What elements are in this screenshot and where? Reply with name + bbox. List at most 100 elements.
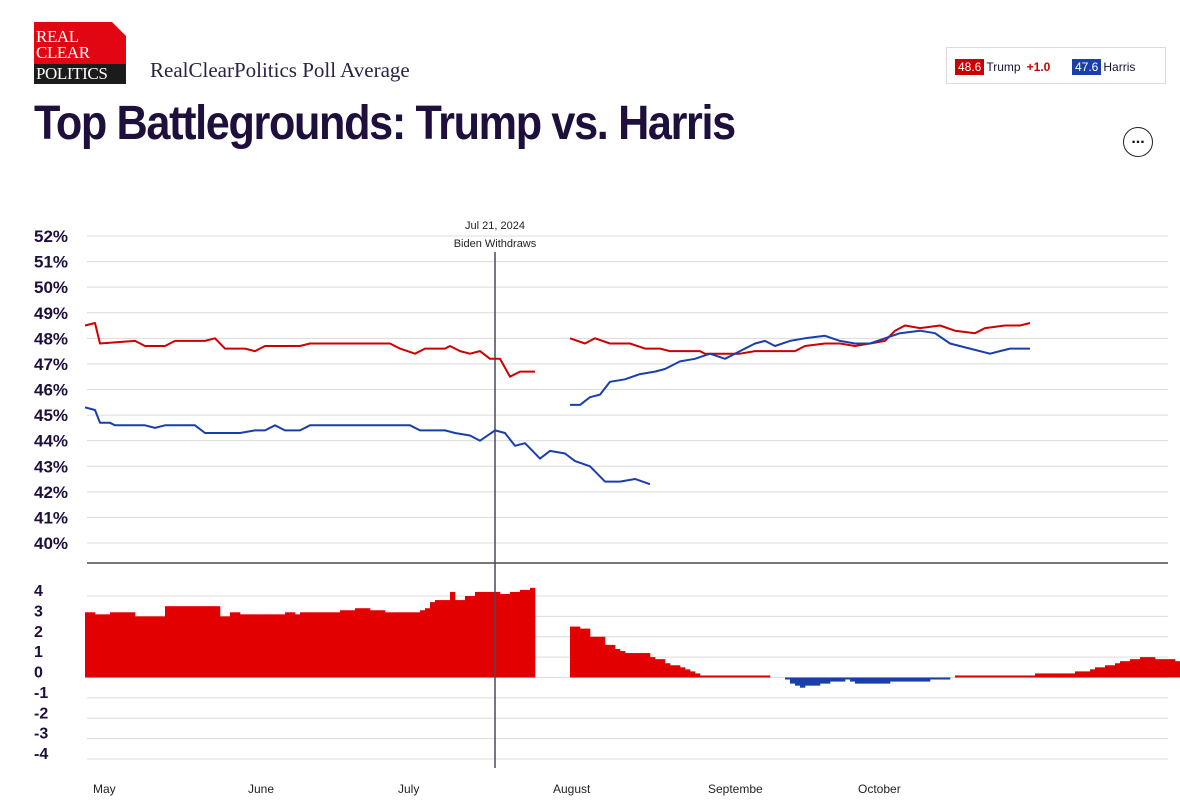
rcp-logo[interactable]: REAL CLEAR POLITICS <box>34 22 126 84</box>
spread-bar <box>815 677 821 686</box>
spread-bar <box>615 648 621 678</box>
spread-bar <box>1065 673 1071 678</box>
spread-bar <box>765 675 771 678</box>
legend-box: 48.6 Trump +1.0 47.6 Harris <box>946 47 1166 84</box>
spread-bar <box>285 612 291 678</box>
logo-text-politics: POLITICS <box>34 64 126 84</box>
spread-bar <box>350 610 356 678</box>
spread-bar <box>995 675 1001 678</box>
spread-bar <box>200 606 206 678</box>
y-tick-label: 51% <box>34 253 68 272</box>
x-tick-label: July <box>398 782 419 796</box>
spread-bar <box>680 667 686 678</box>
spread-bar <box>305 612 311 678</box>
spread-bar <box>345 610 351 678</box>
y-tick-label: 45% <box>34 406 68 425</box>
spread-bar <box>1150 657 1156 678</box>
spread-bar <box>915 677 921 682</box>
spread-bar <box>820 677 826 684</box>
spread-bar <box>415 612 421 678</box>
spread-bar <box>825 677 831 684</box>
spread-y-tick-label: 4 <box>34 583 43 600</box>
x-tick-label: Septembe <box>708 782 763 796</box>
spread-bar <box>875 677 881 684</box>
spread-bar <box>840 677 846 682</box>
spread-bar <box>1140 657 1146 678</box>
spread-bar <box>885 677 891 684</box>
spread-bar <box>855 677 861 684</box>
spread-bar <box>180 606 186 678</box>
spread-bar <box>110 612 116 678</box>
spread-bar <box>655 659 661 678</box>
spread-bar <box>1165 659 1171 678</box>
spread-bar <box>255 614 261 678</box>
spread-bar <box>400 612 406 678</box>
spread-bar <box>485 591 491 678</box>
spread-bar <box>125 612 131 678</box>
spread-bar <box>1055 673 1061 678</box>
spread-bar <box>830 677 836 682</box>
y-tick-label: 49% <box>34 304 68 323</box>
spread-bar <box>705 675 711 678</box>
spread-bar <box>430 602 436 678</box>
spread-bar <box>380 610 386 678</box>
spread-bar <box>215 606 221 678</box>
y-tick-label: 40% <box>34 534 68 553</box>
spread-bar <box>880 677 886 684</box>
y-tick-label: 46% <box>34 381 68 400</box>
event-annotation-date: Jul 21, 2024 <box>465 220 525 232</box>
spread-bar <box>720 675 726 678</box>
spread-bar <box>610 644 616 678</box>
logo-text-clear: CLEAR <box>36 43 90 62</box>
legend-trump-value: 48.6 <box>955 59 985 75</box>
spread-bar <box>365 608 371 678</box>
spread-bar <box>170 606 176 678</box>
spread-bar <box>695 673 701 678</box>
spread-bar <box>1115 663 1121 678</box>
spread-bar <box>1145 657 1151 678</box>
series-line-trump <box>84 322 535 378</box>
spread-bar <box>925 677 931 682</box>
spread-bar <box>500 593 506 678</box>
spread-bar <box>790 677 796 684</box>
spread-bar <box>865 677 871 684</box>
spread-bar <box>375 610 381 678</box>
spread-bar <box>900 677 906 682</box>
spread-bar <box>1045 673 1051 678</box>
spread-bar <box>700 675 706 678</box>
legend-harris-value: 47.6 <box>1072 59 1102 75</box>
spread-bar <box>520 589 526 678</box>
legend-trump-spread: +1.0 <box>1026 60 1051 74</box>
spread-bar <box>90 612 96 678</box>
spread-y-tick-label: -4 <box>34 746 48 763</box>
spread-bar <box>1090 669 1096 678</box>
y-tick-label: 48% <box>34 329 68 348</box>
legend-harris-name: Harris <box>1103 60 1136 74</box>
spread-bar <box>480 591 486 678</box>
spread-bar <box>860 677 866 684</box>
spread-bar <box>1170 659 1176 678</box>
spread-y-tick-label: 1 <box>34 644 43 661</box>
spread-bar <box>525 589 531 678</box>
spread-bar <box>1175 661 1180 678</box>
site-title: RealClearPolitics Poll Average <box>150 58 410 82</box>
spread-bar <box>295 614 301 678</box>
spread-bar <box>595 636 601 678</box>
spread-bar <box>470 596 476 678</box>
spread-bar <box>980 675 986 678</box>
x-tick-label: June <box>248 782 274 796</box>
spread-bar <box>505 593 511 678</box>
spread-bar <box>890 677 896 682</box>
more-options-button[interactable]: ... <box>1123 127 1153 157</box>
spread-bar <box>1130 659 1136 678</box>
spread-bar <box>155 616 161 678</box>
spread-bar <box>360 608 366 678</box>
spread-bar <box>300 612 306 678</box>
spread-bar <box>460 600 466 678</box>
spread-bar <box>785 677 791 680</box>
spread-bar <box>1110 665 1116 678</box>
logo-text-real: REAL <box>36 27 79 46</box>
spread-bar <box>435 600 441 678</box>
spread-bar <box>570 626 576 678</box>
